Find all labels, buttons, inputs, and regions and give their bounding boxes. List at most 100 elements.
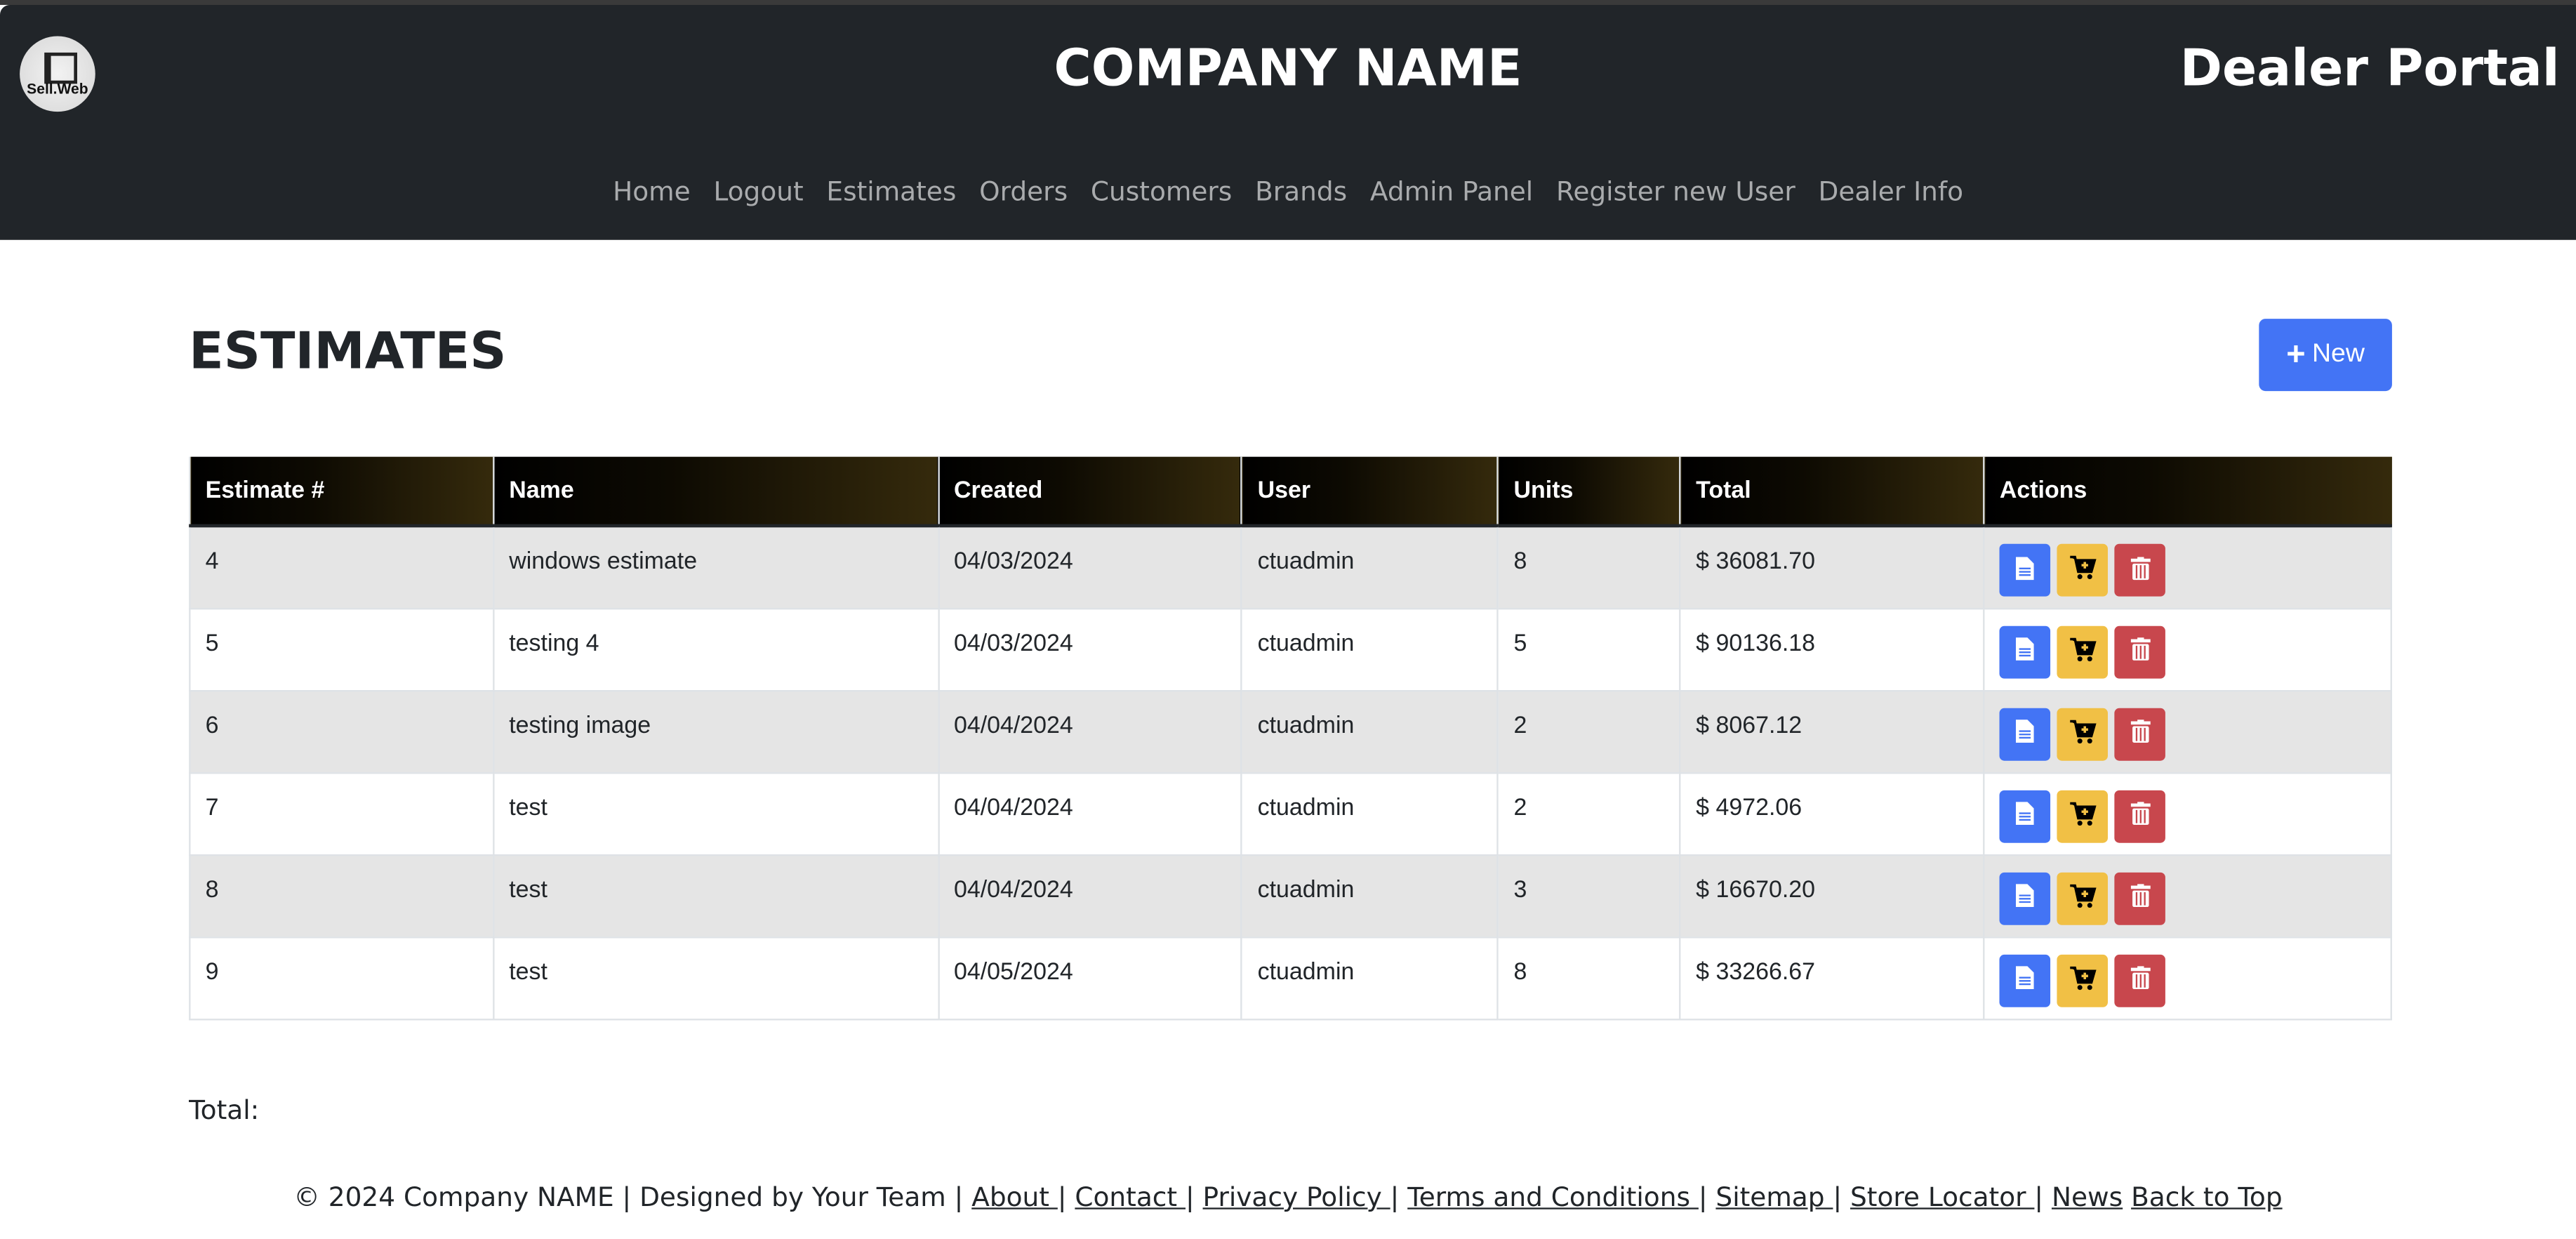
cell-name: windows estimate bbox=[492, 524, 939, 609]
cell-units: 2 bbox=[1497, 771, 1682, 856]
footer-link-sitemap[interactable]: Sitemap bbox=[1715, 1181, 1833, 1213]
trash-icon bbox=[2130, 802, 2151, 830]
delete-estimate-button[interactable] bbox=[2114, 625, 2166, 678]
cell-estimate: 6 bbox=[189, 689, 495, 774]
cell-estimate: 7 bbox=[189, 771, 495, 856]
convert-to-order-button[interactable] bbox=[2057, 871, 2109, 925]
cell-estimate: 8 bbox=[189, 853, 495, 938]
new-estimate-button[interactable]: + New bbox=[2259, 319, 2392, 392]
convert-to-order-button[interactable] bbox=[2057, 953, 2109, 1007]
cell-actions bbox=[1983, 771, 2392, 856]
cart-plus-icon bbox=[2069, 719, 2096, 748]
cell-created: 04/03/2024 bbox=[937, 607, 1243, 691]
cart-plus-icon bbox=[2069, 965, 2096, 995]
cell-total: $ 16670.20 bbox=[1679, 853, 1985, 938]
nav-estimates[interactable]: Estimates bbox=[826, 175, 957, 207]
cell-created: 04/03/2024 bbox=[937, 524, 1243, 609]
footer-link-privacy-policy[interactable]: Privacy Policy bbox=[1202, 1181, 1390, 1213]
footer-link-store-locator[interactable]: Store Locator bbox=[1850, 1181, 2035, 1213]
file-icon bbox=[2016, 637, 2034, 665]
page-title: ESTIMATES bbox=[189, 322, 507, 382]
footer-link-terms-and-conditions[interactable]: Terms and Conditions bbox=[1407, 1181, 1699, 1213]
cell-actions bbox=[1983, 853, 2392, 938]
trash-icon bbox=[2130, 637, 2151, 665]
cell-total: $ 8067.12 bbox=[1679, 689, 1985, 774]
delete-estimate-button[interactable] bbox=[2114, 953, 2166, 1007]
delete-estimate-button[interactable] bbox=[2114, 871, 2166, 925]
view-estimate-button[interactable] bbox=[1999, 707, 2051, 760]
table-row: 9 test 04/05/2024 ctuadmin 8 $ 33266.67 bbox=[189, 935, 2392, 1020]
trash-icon bbox=[2130, 966, 2151, 994]
view-estimate-button[interactable] bbox=[1999, 953, 2051, 1007]
nav-admin-panel[interactable]: Admin Panel bbox=[1369, 175, 1534, 207]
file-icon bbox=[2016, 802, 2034, 830]
cell-actions bbox=[1983, 524, 2392, 609]
back-to-top-link[interactable]: Back to Top bbox=[2131, 1181, 2283, 1213]
main-nav: Home Logout Estimates Orders Customers Brands… bbox=[0, 175, 2576, 206]
plus-icon: + bbox=[2286, 336, 2306, 373]
footer-link-news[interactable]: News bbox=[2051, 1181, 2123, 1213]
cart-plus-icon bbox=[2069, 801, 2096, 830]
convert-to-order-button[interactable] bbox=[2057, 543, 2109, 597]
column-header: Created bbox=[937, 456, 1242, 528]
column-header: Name bbox=[492, 456, 938, 528]
cell-total: $ 36081.70 bbox=[1679, 524, 1985, 609]
nav-home[interactable]: Home bbox=[613, 175, 691, 207]
nav-customers[interactable]: Customers bbox=[1090, 175, 1233, 207]
cell-name: test bbox=[492, 853, 939, 938]
total-label: Total: bbox=[189, 1094, 260, 1126]
cell-units: 2 bbox=[1497, 689, 1682, 774]
cell-name: test bbox=[492, 935, 939, 1020]
convert-to-order-button[interactable] bbox=[2057, 707, 2109, 760]
column-header: Total bbox=[1679, 456, 1984, 528]
new-label: New bbox=[2311, 340, 2365, 369]
cell-units: 8 bbox=[1497, 524, 1682, 609]
company-name: COMPANY NAME bbox=[1054, 39, 1522, 99]
cell-created: 04/04/2024 bbox=[937, 771, 1243, 856]
view-estimate-button[interactable] bbox=[1999, 871, 2051, 925]
table-row: 7 test 04/04/2024 ctuadmin 2 $ 4972.06 bbox=[189, 771, 2392, 856]
cell-user: ctuadmin bbox=[1241, 524, 1499, 609]
cell-total: $ 33266.67 bbox=[1679, 935, 1985, 1020]
logo[interactable]: Sell.Web bbox=[20, 36, 95, 112]
footer-copyright: © 2024 Company NAME | Designed by Your T… bbox=[293, 1181, 972, 1213]
cell-created: 04/04/2024 bbox=[937, 689, 1243, 774]
column-header: Estimate # bbox=[189, 456, 494, 528]
cell-actions bbox=[1983, 689, 2392, 774]
cell-actions bbox=[1983, 607, 2392, 691]
footer-link-about[interactable]: About bbox=[971, 1181, 1058, 1213]
cell-units: 5 bbox=[1497, 607, 1682, 691]
table-row: 4 windows estimate 04/03/2024 ctuadmin 8 $ 36… bbox=[189, 524, 2392, 609]
view-estimate-button[interactable] bbox=[1999, 543, 2051, 597]
trash-icon bbox=[2130, 884, 2151, 912]
nav-brands[interactable]: Brands bbox=[1255, 175, 1348, 207]
convert-to-order-button[interactable] bbox=[2057, 789, 2109, 842]
window-icon bbox=[44, 52, 78, 84]
nav-register-new-user[interactable]: Register new User bbox=[1555, 175, 1795, 207]
action-buttons bbox=[1999, 543, 2376, 597]
site-header: Sell.Web COMPANY NAME Dealer Portal Home… bbox=[0, 5, 2576, 240]
nav-dealer-info[interactable]: Dealer Info bbox=[1818, 175, 1963, 207]
footer-link-contact[interactable]: Contact bbox=[1075, 1181, 1186, 1213]
view-estimate-button[interactable] bbox=[1999, 625, 2051, 678]
logo-text: Sell.Web bbox=[27, 80, 88, 98]
delete-estimate-button[interactable] bbox=[2114, 543, 2166, 597]
cell-created: 04/05/2024 bbox=[937, 935, 1243, 1020]
estimates-table: Estimate # Name Created User Units Total Actio… bbox=[189, 456, 2392, 1020]
delete-estimate-button[interactable] bbox=[2114, 707, 2166, 760]
cart-plus-icon bbox=[2069, 883, 2096, 913]
cell-total: $ 90136.18 bbox=[1679, 607, 1985, 691]
table-row: 6 testing image 04/04/2024 ctuadmin 2 $ 8067.… bbox=[189, 689, 2392, 774]
convert-to-order-button[interactable] bbox=[2057, 625, 2109, 678]
nav-logout[interactable]: Logout bbox=[713, 175, 804, 207]
cell-name: test bbox=[492, 771, 939, 856]
table-row: 8 test 04/04/2024 ctuadmin 3 $ 16670.20 bbox=[189, 853, 2392, 938]
cart-plus-icon bbox=[2069, 637, 2096, 666]
nav-orders[interactable]: Orders bbox=[979, 175, 1068, 207]
delete-estimate-button[interactable] bbox=[2114, 789, 2166, 842]
view-estimate-button[interactable] bbox=[1999, 789, 2051, 842]
trash-icon bbox=[2130, 720, 2151, 748]
cell-units: 3 bbox=[1497, 853, 1682, 938]
cell-created: 04/04/2024 bbox=[937, 853, 1243, 938]
action-buttons bbox=[1999, 789, 2376, 842]
